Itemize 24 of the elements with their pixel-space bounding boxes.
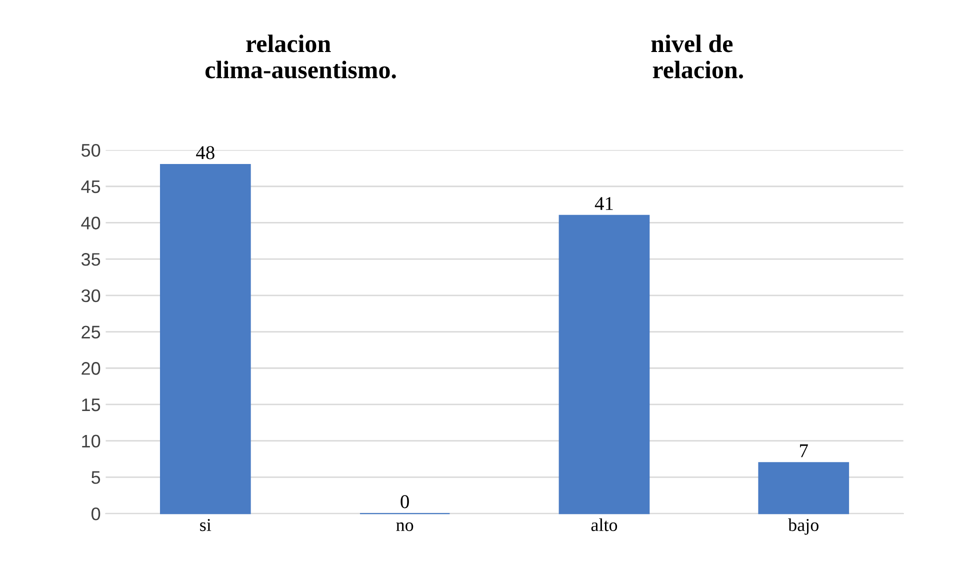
x-tick-label: bajo [788,518,818,535]
data-label: 48 [196,146,214,160]
y-tick-label: 30 [81,289,100,302]
text: relacion clima-ausentismo. [205,34,396,78]
data-label: 0 [400,495,409,508]
y-tick-label: 5 [92,471,100,484]
y-tick-label: 0 [92,507,100,520]
data-label: 41 [594,197,613,210]
y-tick-label: 20 [82,362,100,375]
x-tick-label: alto [591,518,618,532]
y-tick-label: 15 [82,398,100,412]
bar [160,164,251,514]
y-tick-label: 40 [81,216,100,230]
x-tick-label: si [200,518,212,532]
bar [558,214,650,514]
x-tick-label: no [396,522,414,532]
y-tick-label: 10 [82,434,100,448]
y-tick-label: 45 [81,180,100,194]
data-label: 7 [800,444,808,458]
y-tick-label: 50 [81,144,100,157]
bar [758,462,850,514]
text: nivel de relacion. [651,34,744,78]
y-tick-label: 25 [82,326,100,338]
y-tick-label: 35 [81,253,100,266]
